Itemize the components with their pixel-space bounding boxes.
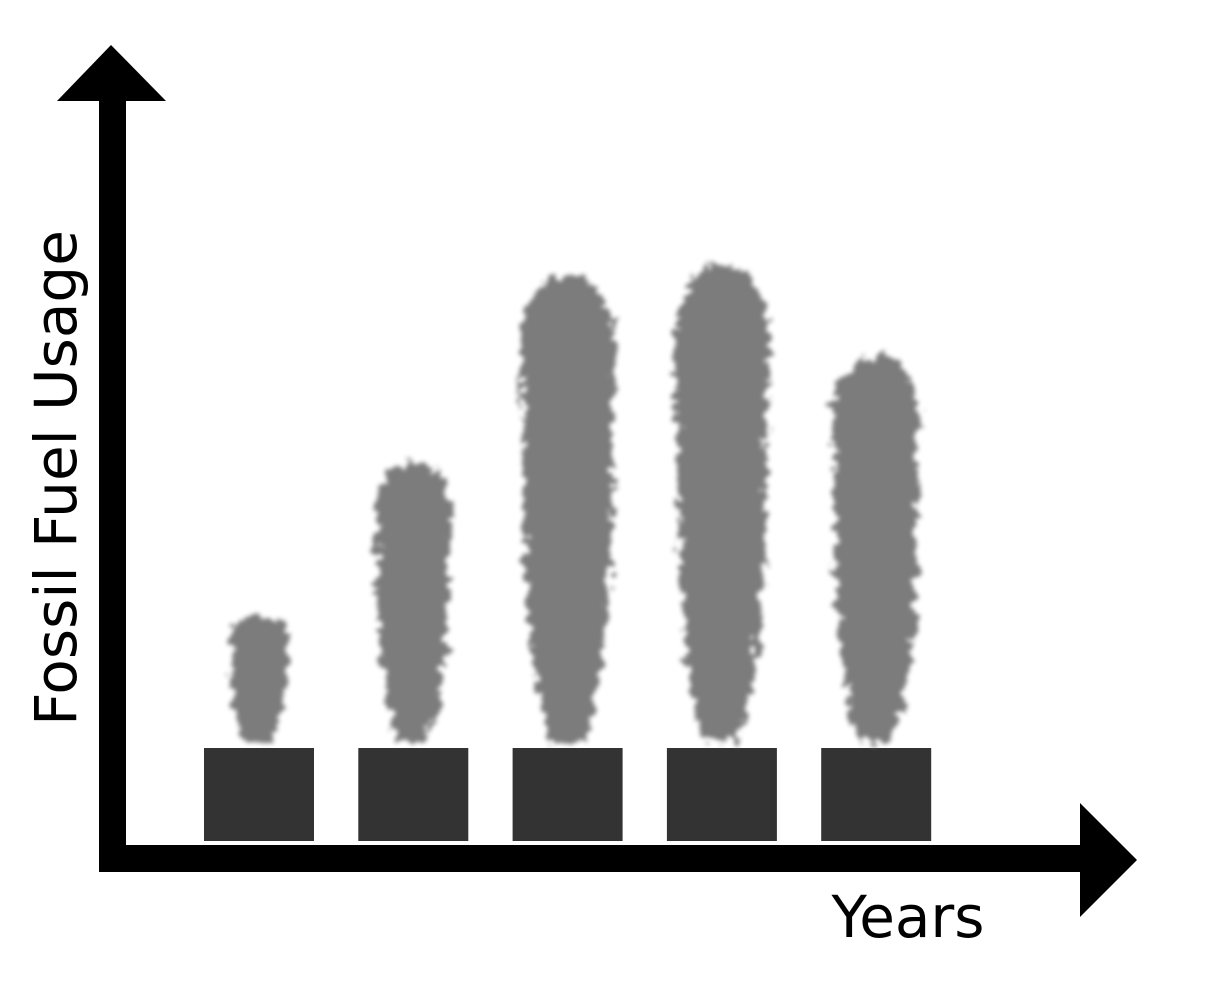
factory-box bbox=[512, 748, 623, 841]
x-axis-label: Years bbox=[830, 883, 984, 951]
x-axis-arrowhead bbox=[1080, 803, 1137, 917]
y-axis-arrowhead bbox=[57, 45, 166, 101]
smoke-plume bbox=[230, 616, 288, 742]
smoke-plume bbox=[674, 265, 769, 742]
factory-box bbox=[358, 748, 469, 841]
x-axis-line bbox=[99, 845, 1084, 872]
factory-box bbox=[821, 748, 932, 841]
y-axis-label: Fossil Fuel Usage bbox=[22, 230, 90, 726]
smoke-plume bbox=[375, 463, 452, 742]
smoke-plume bbox=[832, 355, 921, 742]
factory-box bbox=[204, 748, 314, 841]
smoke-plume bbox=[520, 274, 615, 742]
y-axis-line bbox=[99, 98, 126, 872]
factory-box bbox=[666, 748, 777, 841]
chart-marks bbox=[204, 265, 932, 841]
